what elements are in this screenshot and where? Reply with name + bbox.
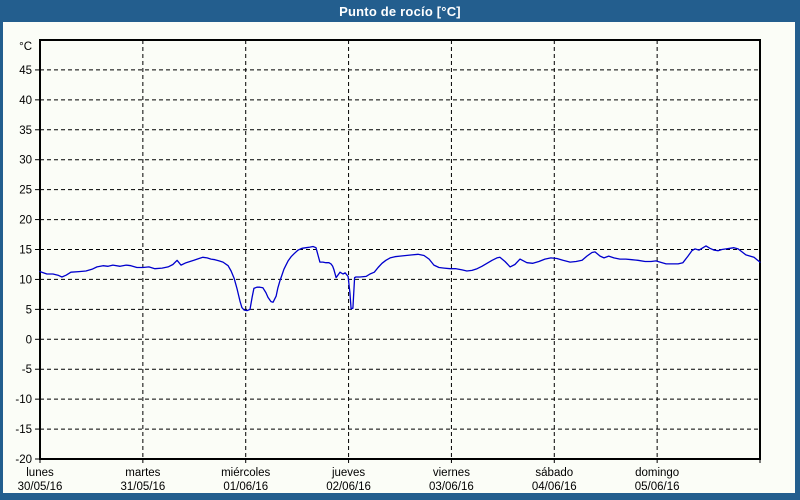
day-date-label: 03/06/16 [429,481,474,493]
y-tick-label: 45 [19,65,32,77]
day-name-label: miércoles [221,467,270,479]
y-tick-label: -20 [15,454,32,466]
day-name-label: lunes [26,467,54,479]
day-date-label: 02/06/16 [326,481,371,493]
y-tick-label: -15 [15,424,32,436]
dewpoint-line [39,245,761,312]
y-tick-label: -10 [15,394,32,406]
chart-canvas: 45 40 35 30 25 20 15 10 5 0 -5 -10 -15 -20 °C lunes 30/0… [15,39,761,493]
day-date-label: 04/06/16 [532,481,577,493]
day-date-label: 05/06/16 [635,481,680,493]
y-axis-unit-label: °C [19,41,32,53]
y-tick-label: 5 [26,304,32,316]
plot-frame [39,39,761,460]
day-name-label: viernes [433,467,470,479]
day-name-label: sábado [535,467,573,479]
day-name-label: martes [125,467,160,479]
day-name-label: domingo [635,467,679,479]
y-tick-label: 0 [26,334,32,346]
day-date-label: 31/05/16 [120,481,165,493]
y-tick-label: 15 [19,245,32,257]
y-tick-label: 30 [19,155,32,167]
y-tick-label: 40 [19,95,32,107]
day-date-label: 30/05/16 [18,481,63,493]
window-title-bar: Punto de rocío [°C] [0,0,800,22]
chart-title: Punto de rocío [°C] [339,3,461,19]
day-name-label: jueves [331,467,365,479]
y-tick-label: 20 [19,215,32,227]
y-tick-label: 25 [19,185,32,197]
day-date-label: 01/06/16 [223,481,268,493]
y-tick-label: -5 [22,364,32,376]
chart-canvas-area: 45 40 35 30 25 20 15 10 5 0 -5 -10 -15 -20 °C lunes 30/0… [3,22,795,493]
y-tick-label: 35 [19,125,32,137]
y-tick-label: 10 [19,274,32,286]
